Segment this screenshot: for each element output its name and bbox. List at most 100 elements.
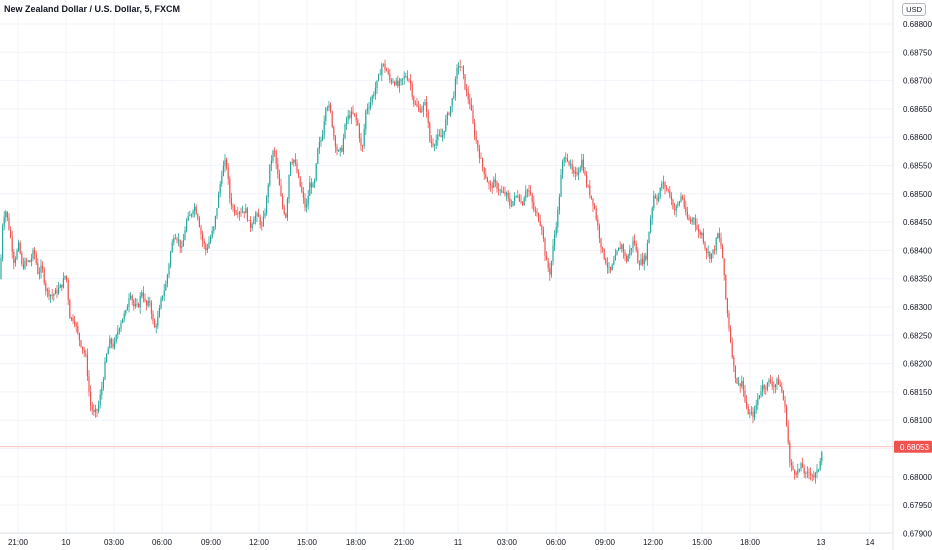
candle xyxy=(773,381,775,394)
candle-body xyxy=(810,472,812,475)
candle xyxy=(422,101,424,118)
candle-body xyxy=(797,469,799,475)
candle-body xyxy=(130,295,132,299)
candle-body xyxy=(493,179,495,188)
candle xyxy=(192,209,194,218)
candle xyxy=(717,232,719,240)
candle xyxy=(21,251,23,267)
candle-body xyxy=(653,195,655,209)
candle-body xyxy=(355,114,357,121)
candle-body xyxy=(229,178,231,199)
candle xyxy=(616,249,618,256)
candle xyxy=(144,293,146,303)
candle xyxy=(349,110,351,120)
candle xyxy=(523,195,525,206)
candle-body xyxy=(819,460,821,470)
candle xyxy=(141,289,143,299)
candle-body xyxy=(755,404,757,410)
x-tick-label: 10 xyxy=(62,538,71,547)
candle xyxy=(386,67,388,72)
candle-body xyxy=(186,220,188,231)
candle-body xyxy=(122,318,124,323)
candle xyxy=(62,272,64,289)
candle-body xyxy=(234,207,236,214)
candle-body xyxy=(741,380,743,387)
candle xyxy=(678,200,680,207)
candle-body xyxy=(152,313,154,321)
candle-body xyxy=(61,284,63,288)
candle-body xyxy=(318,142,320,149)
candle xyxy=(379,69,381,76)
candle-body xyxy=(778,378,780,385)
candle-body xyxy=(790,462,792,466)
candle xyxy=(189,210,191,217)
candle xyxy=(250,216,252,233)
candle-body xyxy=(102,379,104,388)
candle-body xyxy=(197,214,199,219)
candle-body xyxy=(250,220,252,228)
candle xyxy=(499,188,501,196)
candle-body xyxy=(446,113,448,120)
x-tick-label: 18:00 xyxy=(740,538,761,547)
candle-body xyxy=(59,284,61,289)
candle-body xyxy=(429,122,431,142)
candle-body xyxy=(470,104,472,111)
candle-body xyxy=(154,320,156,328)
candle-body xyxy=(174,237,176,239)
candle-body xyxy=(363,129,365,147)
candle-body xyxy=(502,191,504,193)
candle xyxy=(72,314,74,324)
candle xyxy=(173,234,175,246)
candle xyxy=(446,111,448,126)
candle-body xyxy=(744,390,746,402)
candle-body xyxy=(570,163,572,165)
candle xyxy=(405,72,407,78)
candle-body xyxy=(736,378,738,384)
candle xyxy=(507,189,509,202)
candle-body xyxy=(714,249,716,251)
chart-title: New Zealand Dollar / U.S. Dollar, 5, FXC… xyxy=(4,4,181,14)
candle-body xyxy=(552,245,554,262)
currency-badge[interactable]: USD xyxy=(902,3,926,16)
candle xyxy=(283,204,285,216)
candle-body xyxy=(302,192,304,198)
candle xyxy=(581,153,583,171)
candle-body xyxy=(371,96,373,103)
candle xyxy=(157,310,159,329)
candle xyxy=(579,165,581,173)
candle-body xyxy=(237,213,239,215)
candle-body xyxy=(602,247,604,249)
candle-body xyxy=(698,229,700,233)
candle-body xyxy=(6,211,8,218)
candles xyxy=(0,59,823,484)
candle-body xyxy=(533,202,535,211)
candle xyxy=(794,469,796,480)
candle-body xyxy=(352,111,354,114)
candle-body xyxy=(605,258,607,264)
candle-body xyxy=(538,213,540,222)
candle-body xyxy=(3,217,5,227)
candle-body xyxy=(170,252,172,265)
candle-body xyxy=(245,208,247,214)
candle-body xyxy=(478,148,480,158)
candle-body xyxy=(672,199,674,209)
candle xyxy=(618,247,620,252)
candle xyxy=(590,195,592,200)
candle-body xyxy=(669,190,671,196)
candle xyxy=(323,115,325,140)
y-tick-label: 0.68600 xyxy=(903,133,932,142)
candle xyxy=(322,129,324,142)
candle xyxy=(355,112,357,127)
y-tick-label: 0.68100 xyxy=(903,416,932,425)
candle xyxy=(126,303,128,311)
candle xyxy=(10,226,12,239)
candle xyxy=(277,157,279,179)
candle-body xyxy=(451,98,453,107)
candle xyxy=(774,383,776,394)
candle xyxy=(203,238,205,250)
candle xyxy=(602,246,604,253)
candle-body xyxy=(565,157,567,159)
candle xyxy=(75,321,77,333)
candle xyxy=(166,273,168,288)
